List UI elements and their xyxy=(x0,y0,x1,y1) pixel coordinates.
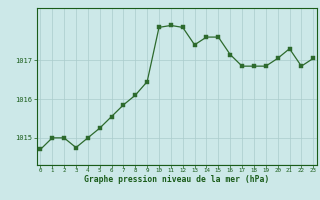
X-axis label: Graphe pression niveau de la mer (hPa): Graphe pression niveau de la mer (hPa) xyxy=(84,175,269,184)
